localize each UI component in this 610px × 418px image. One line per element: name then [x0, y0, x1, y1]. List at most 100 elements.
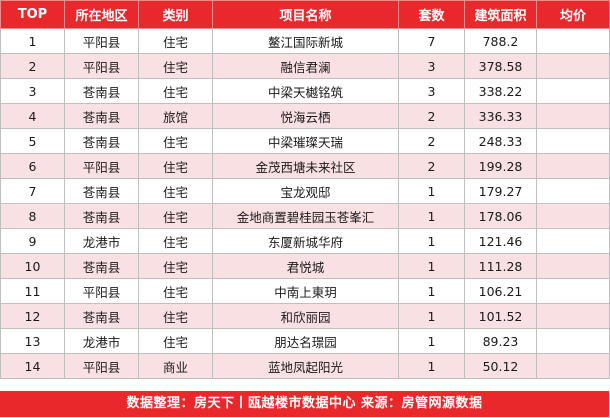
cell-units: 2 — [398, 153, 465, 179]
cell-district: 苍南县 — [64, 303, 139, 329]
header-area: 建筑面积 — [464, 0, 537, 29]
cell-avg-price — [536, 303, 610, 329]
table-row: 7 苍南县 住宅 宝龙观邸 1 179.27 — [0, 178, 610, 204]
cell-project: 和欣丽园 — [212, 303, 399, 329]
cell-rank: 12 — [0, 303, 65, 329]
cell-area: 111.28 — [464, 253, 537, 279]
cell-units: 3 — [398, 53, 465, 79]
cell-project: 蓝地凤起阳光 — [212, 353, 399, 379]
cell-district: 平阳县 — [64, 53, 139, 79]
cell-project: 君悦城 — [212, 253, 399, 279]
cell-district: 平阳县 — [64, 153, 139, 179]
cell-rank: 5 — [0, 128, 65, 154]
cell-avg-price — [536, 103, 610, 129]
cell-district: 苍南县 — [64, 78, 139, 104]
cell-project: 中南上東玥 — [212, 278, 399, 304]
cell-rank: 13 — [0, 328, 65, 354]
cell-area: 106.21 — [464, 278, 537, 304]
cell-category: 住宅 — [138, 228, 213, 254]
cell-units: 1 — [398, 203, 465, 229]
cell-district: 龙港市 — [64, 328, 139, 354]
header-district: 所在地区 — [64, 0, 139, 29]
cell-area: 338.22 — [464, 78, 537, 104]
cell-avg-price — [536, 228, 610, 254]
cell-category: 住宅 — [138, 128, 213, 154]
cell-rank: 10 — [0, 253, 65, 279]
cell-avg-price — [536, 53, 610, 79]
cell-project: 金地商置碧桂园玉苍峯汇 — [212, 203, 399, 229]
cell-district: 平阳县 — [64, 353, 139, 379]
header-category: 类别 — [138, 0, 213, 29]
cell-project: 中梁天樾铭筑 — [212, 78, 399, 104]
cell-area: 336.33 — [464, 103, 537, 129]
cell-area: 178.06 — [464, 203, 537, 229]
cell-district: 苍南县 — [64, 178, 139, 204]
cell-rank: 7 — [0, 178, 65, 204]
cell-units: 1 — [398, 278, 465, 304]
cell-units: 1 — [398, 228, 465, 254]
cell-units: 1 — [398, 353, 465, 379]
cell-avg-price — [536, 353, 610, 379]
cell-units: 1 — [398, 178, 465, 204]
cell-area: 378.58 — [464, 53, 537, 79]
cell-category: 住宅 — [138, 203, 213, 229]
cell-avg-price — [536, 78, 610, 104]
table-row: 4 苍南县 旅馆 悦海云栖 2 336.33 — [0, 103, 610, 129]
cell-project: 朋达名璟园 — [212, 328, 399, 354]
cell-units: 2 — [398, 103, 465, 129]
header-top: TOP — [0, 0, 65, 29]
cell-district: 苍南县 — [64, 103, 139, 129]
cell-project: 鳌江国际新城 — [212, 28, 399, 54]
table-row: 11 平阳县 住宅 中南上東玥 1 106.21 — [0, 278, 610, 304]
cell-avg-price — [536, 203, 610, 229]
cell-category: 住宅 — [138, 53, 213, 79]
cell-category: 住宅 — [138, 328, 213, 354]
cell-category: 住宅 — [138, 303, 213, 329]
cell-category: 住宅 — [138, 153, 213, 179]
cell-area: 788.2 — [464, 28, 537, 54]
cell-district: 平阳县 — [64, 28, 139, 54]
cell-project: 融信君澜 — [212, 53, 399, 79]
cell-project: 悦海云栖 — [212, 103, 399, 129]
cell-units: 7 — [398, 28, 465, 54]
table-row: 12 苍南县 住宅 和欣丽园 1 101.52 — [0, 303, 610, 329]
cell-avg-price — [536, 328, 610, 354]
table-row: 8 苍南县 住宅 金地商置碧桂园玉苍峯汇 1 178.06 — [0, 203, 610, 229]
cell-area: 248.33 — [464, 128, 537, 154]
cell-category: 住宅 — [138, 178, 213, 204]
cell-rank: 6 — [0, 153, 65, 179]
cell-project: 东厦新城华府 — [212, 228, 399, 254]
cell-category: 商业 — [138, 353, 213, 379]
cell-rank: 9 — [0, 228, 65, 254]
table-header-row: TOP 所在地区 类别 项目名称 套数 建筑面积 均价 — [0, 0, 610, 29]
cell-area: 179.27 — [464, 178, 537, 204]
cell-units: 1 — [398, 253, 465, 279]
cell-rank: 8 — [0, 203, 65, 229]
table-row: 2 平阳县 住宅 融信君澜 3 378.58 — [0, 53, 610, 79]
cell-rank: 4 — [0, 103, 65, 129]
cell-avg-price — [536, 153, 610, 179]
cell-district: 苍南县 — [64, 253, 139, 279]
header-units: 套数 — [398, 0, 465, 29]
header-avg-price: 均价 — [536, 0, 610, 29]
cell-avg-price — [536, 278, 610, 304]
sales-ranking-table: TOP 所在地区 类别 项目名称 套数 建筑面积 均价 1 平阳县 住宅 鳌江国… — [0, 0, 610, 379]
cell-area: 101.52 — [464, 303, 537, 329]
cell-rank: 11 — [0, 278, 65, 304]
cell-category: 住宅 — [138, 78, 213, 104]
table-row: 14 平阳县 商业 蓝地凤起阳光 1 50.12 — [0, 353, 610, 379]
cell-project: 金茂西塘未来社区 — [212, 153, 399, 179]
cell-area: 50.12 — [464, 353, 537, 379]
cell-area: 121.46 — [464, 228, 537, 254]
cell-category: 住宅 — [138, 253, 213, 279]
cell-category: 住宅 — [138, 28, 213, 54]
table-row: 9 龙港市 住宅 东厦新城华府 1 121.46 — [0, 228, 610, 254]
table-row: 6 平阳县 住宅 金茂西塘未来社区 2 199.28 — [0, 153, 610, 179]
cell-category: 旅馆 — [138, 103, 213, 129]
header-project: 项目名称 — [212, 0, 399, 29]
cell-units: 3 — [398, 78, 465, 104]
cell-units: 2 — [398, 128, 465, 154]
cell-avg-price — [536, 178, 610, 204]
table-row: 10 苍南县 住宅 君悦城 1 111.28 — [0, 253, 610, 279]
